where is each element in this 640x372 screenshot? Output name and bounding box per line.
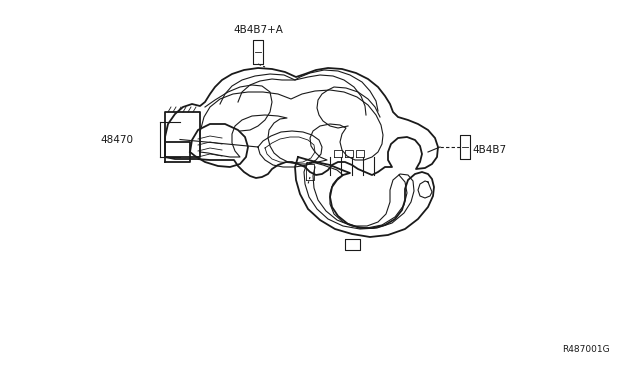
Text: 4B4B7+A: 4B4B7+A	[233, 25, 283, 35]
Text: R487001G: R487001G	[563, 345, 610, 354]
Text: 48470: 48470	[100, 135, 133, 145]
Text: 4B4B7: 4B4B7	[472, 145, 506, 155]
